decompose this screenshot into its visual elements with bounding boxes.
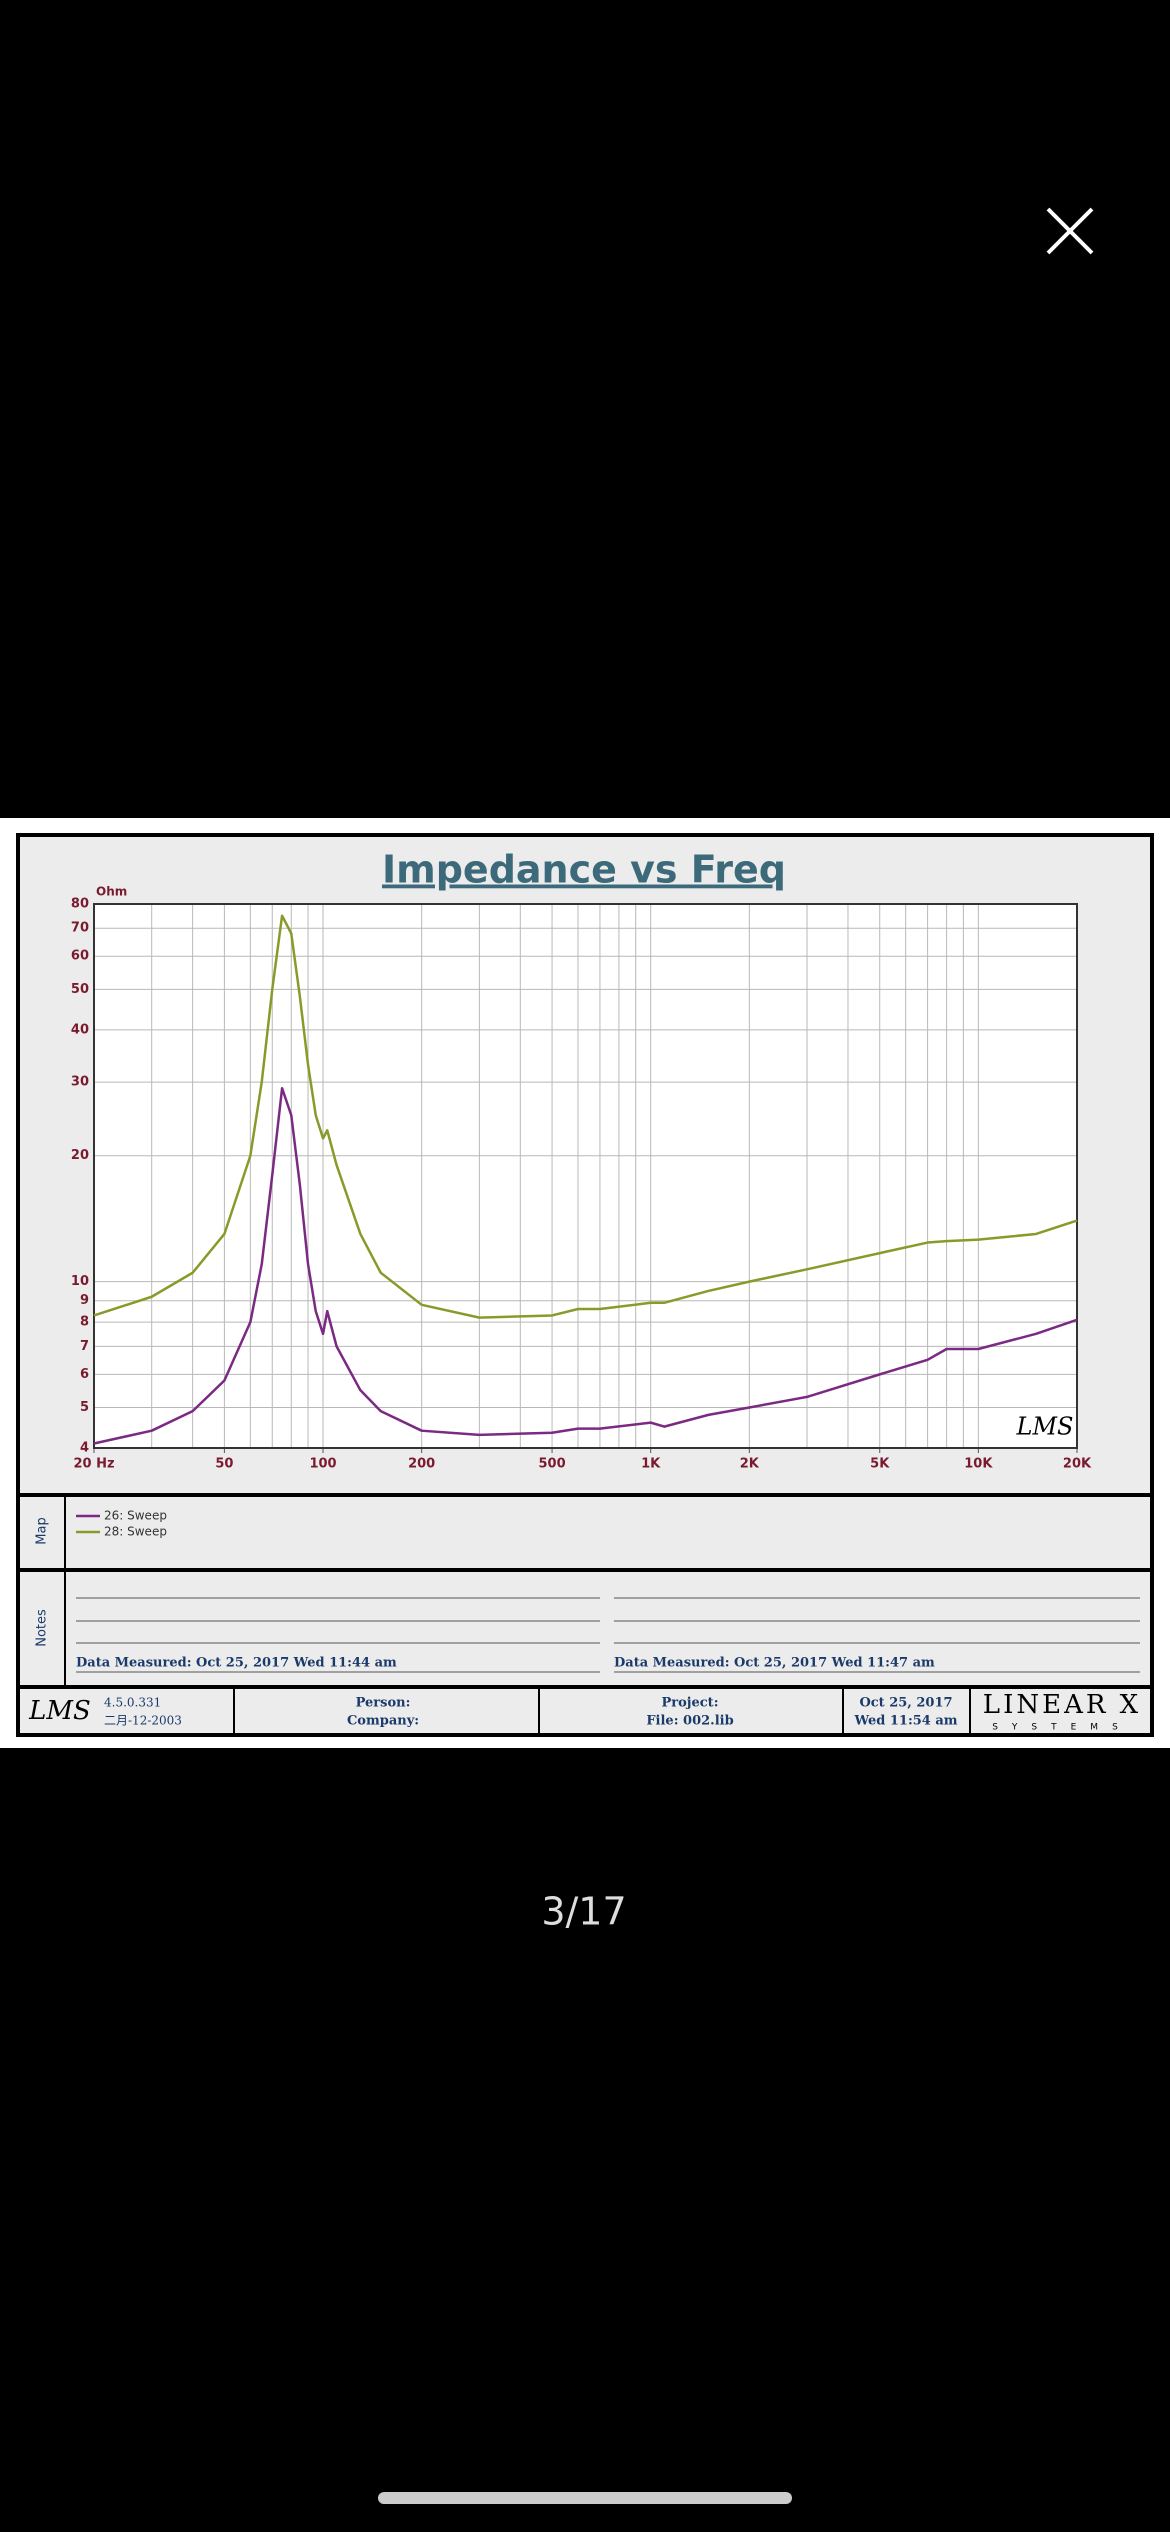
plot-area [94, 904, 1077, 1448]
date: Oct 25, 2017 [859, 1696, 952, 1711]
y-tick-label: 40 [71, 1022, 89, 1037]
file: File: 002.lib [646, 1714, 733, 1729]
x-tick-label: 50 [215, 1457, 233, 1472]
x-tick-label: 200 [408, 1457, 435, 1472]
x-tick-label: 100 [309, 1457, 336, 1472]
map-label: Map [35, 1517, 50, 1544]
y-tick-label: 50 [71, 982, 89, 997]
page-counter: 3/17 [541, 1890, 626, 1934]
y-tick-label: 9 [80, 1293, 89, 1308]
x-tick-label: 20K [1063, 1457, 1092, 1472]
series-line [93, 914, 1078, 1319]
legend-label: 26: Sweep [104, 1509, 167, 1523]
y-unit: Ohm [96, 885, 127, 899]
plot-logo: LMS [1016, 1413, 1074, 1441]
close-button[interactable] [1046, 207, 1094, 255]
y-tick-label: 10 [71, 1274, 89, 1289]
note-text: Data Measured: Oct 25, 2017 Wed 11:44 am [76, 1656, 397, 1671]
note-lines [76, 1597, 1140, 1673]
note-text: Data Measured: Oct 25, 2017 Wed 11:47 am [614, 1656, 935, 1671]
series-line [93, 1087, 1078, 1445]
y-tick-label: 80 [71, 897, 89, 912]
x-tick-label: 2K [740, 1457, 760, 1472]
y-tick-label: 6 [80, 1367, 89, 1382]
y-tick-label: 60 [71, 949, 89, 964]
x-tick-label: 1K [641, 1457, 661, 1472]
y-tick-label: 4 [80, 1441, 89, 1456]
y-tick-label: 8 [80, 1315, 89, 1330]
project: Project: [662, 1696, 719, 1711]
plot-border [93, 903, 1078, 1449]
company: Company: [347, 1714, 419, 1729]
time: Wed 11:54 am [853, 1714, 957, 1729]
x-tick-label: 5K [870, 1457, 890, 1472]
y-tick-label: 7 [80, 1339, 89, 1354]
brand-sub: SYSTEMS [992, 1723, 1132, 1733]
version-date: 二月-12-2003 [104, 1714, 182, 1728]
legend-label: 28: Sweep [104, 1525, 167, 1539]
chart-title: Impedance vs Freq [382, 848, 786, 892]
y-tick-label: 20 [71, 1148, 89, 1163]
version: 4.5.0.331 [104, 1696, 161, 1710]
footer-logo: LMS [28, 1696, 91, 1726]
x-tick-label: 500 [538, 1457, 565, 1472]
y-tick-label: 30 [71, 1075, 89, 1090]
brand: LINEAR X [983, 1690, 1141, 1720]
x-tick-label: 10K [964, 1457, 993, 1472]
person: Person: [356, 1696, 411, 1711]
y-tick-label: 70 [71, 921, 89, 936]
y-tick-label: 5 [80, 1400, 89, 1415]
notes-label: Notes [35, 1609, 50, 1647]
home-indicator[interactable] [378, 2492, 792, 2504]
x-tick-label: 20 Hz [73, 1457, 114, 1472]
